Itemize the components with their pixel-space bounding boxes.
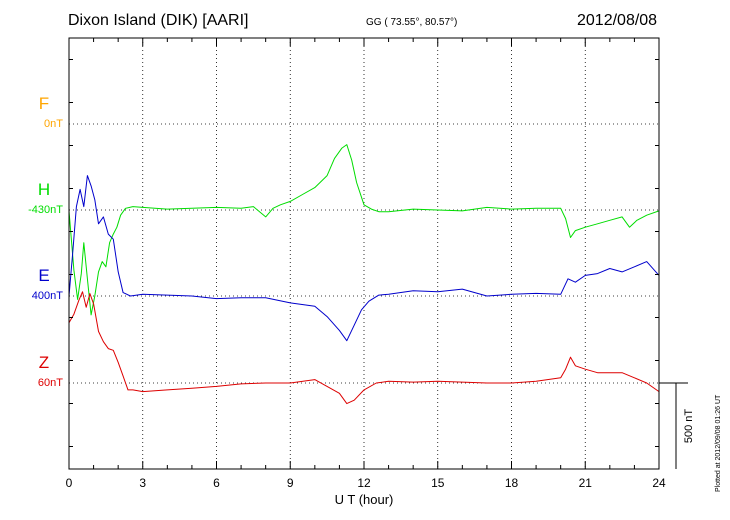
component-name-Z: Z bbox=[39, 353, 49, 372]
scale-bar: 500 nT bbox=[659, 382, 695, 469]
x-tick-label: 21 bbox=[579, 476, 593, 490]
x-tick-label: 9 bbox=[287, 476, 294, 490]
station-coordinates: GG ( 73.55°, 80.57°) bbox=[366, 17, 458, 28]
component-baseline-Z: 60nT bbox=[38, 377, 63, 389]
x-tick-label: 18 bbox=[505, 476, 519, 490]
series-line-Z bbox=[68, 291, 660, 405]
axis-ticks: 0 3 6 9 12 15 18 21 24 bbox=[66, 38, 666, 490]
station-title: Dixon Island (DIK) [AARI] bbox=[68, 12, 249, 29]
x-tick-label: 0 bbox=[66, 476, 73, 490]
x-tick-label: 6 bbox=[213, 476, 220, 490]
x-axis-title: U T (hour) bbox=[335, 492, 394, 507]
scale-bar-label: 500 nT bbox=[683, 409, 695, 444]
series-lines bbox=[68, 144, 660, 405]
component-name-F: F bbox=[39, 94, 49, 113]
x-tick-label: 12 bbox=[357, 476, 371, 490]
component-baseline-F: 0nT bbox=[44, 118, 63, 130]
x-tick-label: 24 bbox=[652, 476, 666, 490]
series-line-H bbox=[68, 144, 660, 316]
component-baseline-E: 400nT bbox=[32, 290, 63, 302]
component-baseline-H: -430nT bbox=[28, 204, 63, 216]
x-tick-label: 3 bbox=[139, 476, 146, 490]
component-name-E: E bbox=[38, 266, 49, 285]
component-labels: F 0nT H -430nT E 400nT Z 60nT bbox=[28, 94, 63, 389]
series-line-E bbox=[68, 175, 660, 342]
component-name-H: H bbox=[38, 180, 50, 199]
x-tick-label: 15 bbox=[431, 476, 445, 490]
plot-date: 2012/08/08 bbox=[577, 12, 658, 29]
grid-lines bbox=[69, 38, 659, 469]
